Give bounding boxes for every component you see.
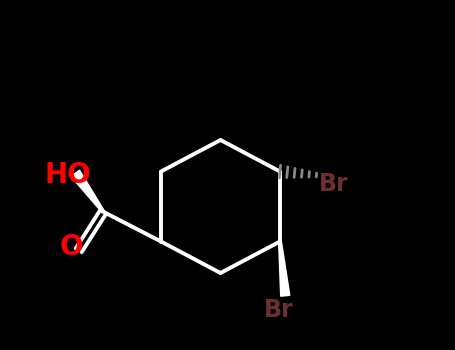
Polygon shape (278, 241, 290, 296)
Text: Br: Br (318, 172, 348, 196)
Text: O: O (60, 233, 84, 261)
Polygon shape (71, 170, 104, 212)
Text: HO: HO (44, 161, 91, 189)
Text: Br: Br (263, 298, 293, 322)
